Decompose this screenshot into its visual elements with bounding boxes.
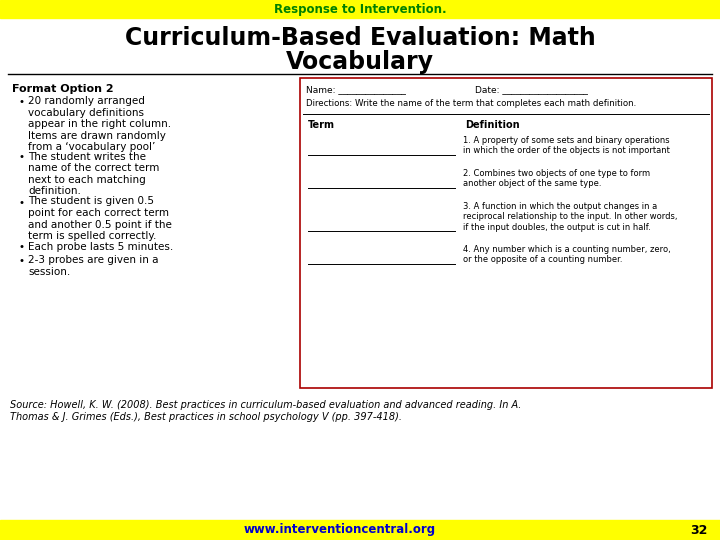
Text: 32: 32: [690, 523, 708, 537]
Text: Format Option 2: Format Option 2: [12, 84, 114, 94]
Text: Vocabulary: Vocabulary: [286, 50, 434, 74]
Text: The student is given 0.5
point for each correct term
and another 0.5 point if th: The student is given 0.5 point for each …: [28, 197, 172, 241]
Text: Name: _______________: Name: _______________: [306, 85, 406, 94]
Bar: [0, 520, 720, 540]
Text: Directions: Write the name of the term that completes each math definition.: Directions: Write the name of the term t…: [306, 99, 636, 109]
Text: Curriculum-Based Evaluation: Math: Curriculum-Based Evaluation: Math: [125, 26, 595, 50]
Text: •: •: [18, 152, 24, 163]
Text: Source: Howell, K. W. (2008). Best practices in curriculum-based evaluation and : Source: Howell, K. W. (2008). Best pract…: [10, 400, 521, 422]
Text: Date: ___________________: Date: ___________________: [475, 85, 588, 94]
Text: •: •: [18, 242, 24, 253]
Text: Response to Intervention.: Response to Intervention.: [274, 3, 446, 17]
Text: 2. Combines two objects of one type to form
another object of the same type.: 2. Combines two objects of one type to f…: [463, 169, 650, 188]
Text: 20 randomly arranged
vocabulary definitions
appear in the right column.
Items ar: 20 randomly arranged vocabulary definiti…: [28, 96, 171, 152]
Text: •: •: [18, 256, 24, 266]
Text: 1. A property of some sets and binary operations
in which the order of the objec: 1. A property of some sets and binary op…: [463, 136, 670, 156]
Text: Term: Term: [308, 120, 335, 130]
Text: •: •: [18, 198, 24, 207]
Text: 2-3 probes are given in a
session.: 2-3 probes are given in a session.: [28, 255, 158, 276]
Bar: [300, 78, 712, 388]
Text: The student writes the
name of the correct term
next to each matching
definition: The student writes the name of the corre…: [28, 152, 159, 197]
Text: Definition: Definition: [465, 120, 520, 130]
Bar: [0, 0, 720, 18]
Text: Each probe lasts 5 minutes.: Each probe lasts 5 minutes.: [28, 241, 174, 252]
Text: www.interventioncentral.org: www.interventioncentral.org: [244, 523, 436, 537]
Text: •: •: [18, 97, 24, 107]
Text: 4. Any number which is a counting number, zero,
or the opposite of a counting nu: 4. Any number which is a counting number…: [463, 245, 671, 264]
Text: 3. A function in which the output changes in a
reciprocal relationship to the in: 3. A function in which the output change…: [463, 202, 678, 232]
